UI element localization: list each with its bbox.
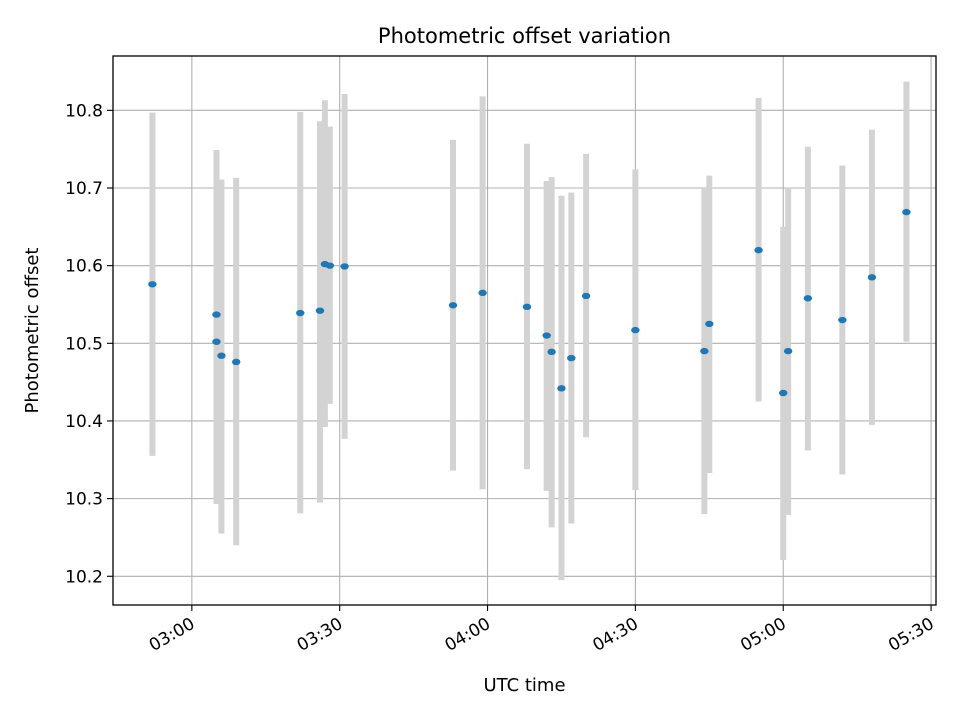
data-points	[148, 208, 911, 397]
data-point	[567, 354, 576, 362]
y-tick-label: 10.4	[65, 412, 103, 432]
y-tick-label: 10.8	[65, 101, 103, 121]
y-tick-label: 10.3	[65, 490, 103, 510]
data-point	[783, 347, 793, 355]
data-point	[340, 263, 349, 270]
data-point	[325, 262, 335, 269]
data-point	[581, 292, 591, 300]
data-point	[867, 274, 877, 281]
data-point	[705, 320, 714, 328]
data-point	[315, 307, 325, 314]
y-tick-label: 10.2	[65, 567, 103, 587]
data-point	[631, 326, 640, 334]
data-point	[522, 303, 532, 311]
data-point	[212, 338, 221, 345]
data-point	[478, 289, 487, 297]
data-point	[803, 295, 813, 302]
data-point	[902, 208, 911, 216]
data-point	[547, 348, 556, 356]
chart-title: Photometric offset variation	[378, 24, 671, 48]
y-tick-label: 10.6	[65, 257, 103, 277]
data-point	[754, 246, 763, 254]
plot-frame	[112, 55, 937, 606]
x-axis-title: UTC time	[483, 675, 565, 696]
y-axis-title: Photometric offset	[22, 248, 43, 414]
data-point	[700, 347, 709, 355]
data-point	[296, 309, 305, 317]
data-point	[542, 332, 551, 339]
y-axis: 10.2 10.3 10.4 10.5 10.6 10.7 10.8	[65, 101, 113, 587]
y-tick-label: 10.7	[65, 179, 103, 199]
data-point	[557, 385, 566, 392]
y-tick-label: 10.5	[65, 334, 103, 354]
data-point	[838, 316, 847, 324]
data-point	[448, 302, 458, 309]
data-point	[148, 281, 157, 288]
data-point	[232, 358, 241, 366]
data-point	[212, 311, 221, 318]
data-point	[779, 389, 788, 397]
data-point	[217, 352, 226, 359]
